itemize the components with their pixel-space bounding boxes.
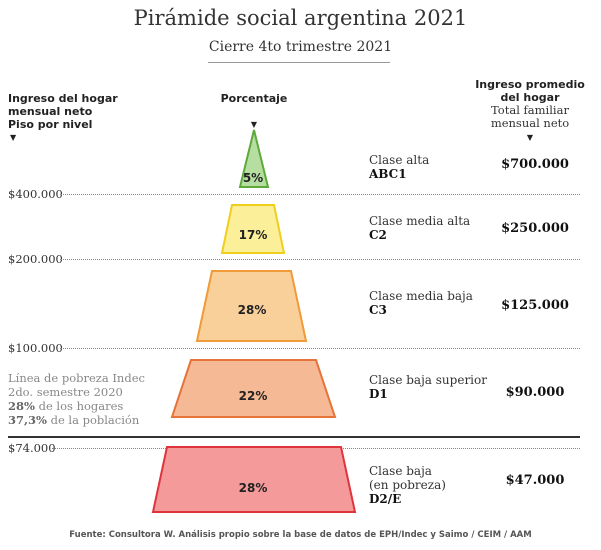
poverty-line-2: 2do. semestre 2020 [8,385,123,399]
center-column-header: Porcentaje ▼ [206,92,302,129]
subtitle-divider [208,62,390,63]
class-name-d2e-line-1: Clase baja [369,464,432,478]
threshold-label-100000: $100.000 [8,341,63,355]
level-shape-c3 [195,270,308,342]
poverty-annotation: Línea de pobreza Indec 2do. semestre 202… [8,371,145,427]
level-pct-c2: 17% [239,228,268,242]
class-name-c3: Clase media baja [369,289,473,303]
right-header-line-3: Total familiar [491,103,569,117]
income-abc1: $700.000 [501,157,569,172]
poverty-households-pct: 28% [8,399,35,413]
income-d1: $90.000 [505,385,565,400]
level-pct-d2e: 28% [239,481,268,495]
class-name-d2e-line-2: (en pobreza) [369,478,446,492]
income-c3: $125.000 [501,298,569,313]
class-name-d1: Clase baja superior [369,373,487,387]
left-header-line-3: Piso por nivel [8,118,93,131]
poverty-households: 28% de los hogares [8,399,145,413]
threshold-label-200000: $200.000 [8,252,63,266]
left-column-header: Ingreso del hogar mensual neto Piso por … [8,92,118,142]
poverty-population-text: de la población [50,413,140,427]
class-label-c2: Clase media alta C2 [369,214,470,242]
poverty-population-pct: 37,3% [8,413,47,427]
left-header-arrow-icon: ▼ [10,133,17,142]
center-header-label: Porcentaje [220,92,288,105]
right-header-line-4: mensual neto [490,116,570,130]
threshold-line-100000 [60,348,580,349]
chart-title: Pirámide social argentina 2021 [133,6,468,30]
level-shape-d2e [151,446,357,513]
right-column-header: Ingreso promedio del hogar Total familia… [460,78,600,142]
class-label-d2e: Clase baja (en pobreza) D2/E [369,464,446,506]
income-c2: $250.000 [501,221,569,236]
level-pct-abc1: 5% [243,171,263,185]
class-code-abc1: ABC1 [369,167,407,181]
class-label-abc1: Clase alta ABC1 [369,153,429,181]
class-code-d1: D1 [369,387,388,401]
poverty-population: 37,3% de la población [8,413,145,427]
class-code-d2e: D2/E [369,492,402,506]
level-shape-c2 [220,204,286,254]
class-name-c2: Clase media alta [369,214,471,228]
threshold-line-200000 [60,259,580,260]
level-pct-d1: 22% [239,389,268,403]
class-name-abc1: Clase alta [369,153,430,167]
income-d2e: $47.000 [505,473,565,488]
threshold-label-74000: $74.000 [8,441,56,455]
poverty-line-divider [8,436,580,438]
right-header-line-2: del hogar [500,91,560,104]
right-header-line-1: Ingreso promedio [475,78,585,91]
level-shape-abc1 [238,129,270,188]
level-shape-d1 [170,359,337,418]
threshold-line-400000 [60,194,580,195]
level-pct-c3: 28% [238,303,267,317]
poverty-households-text: de los hogares [38,399,124,413]
left-header-line-1: Ingreso del hogar [8,92,118,105]
class-label-c3: Clase media baja C3 [369,289,473,317]
center-header-arrow-icon: ▼ [250,120,258,129]
poverty-line-1: Línea de pobreza Indec [8,371,145,385]
left-header-line-2: mensual neto [8,105,93,118]
right-header-arrow-icon: ▼ [526,133,534,142]
source-footer: Fuente: Consultora W. Análisis propio so… [69,530,532,540]
class-code-c3: C3 [369,303,387,317]
class-code-c2: C2 [369,228,387,242]
threshold-label-400000: $400.000 [8,187,63,201]
class-label-d1: Clase baja superior D1 [369,373,487,401]
chart-subtitle: Cierre 4to trimestre 2021 [208,39,393,55]
